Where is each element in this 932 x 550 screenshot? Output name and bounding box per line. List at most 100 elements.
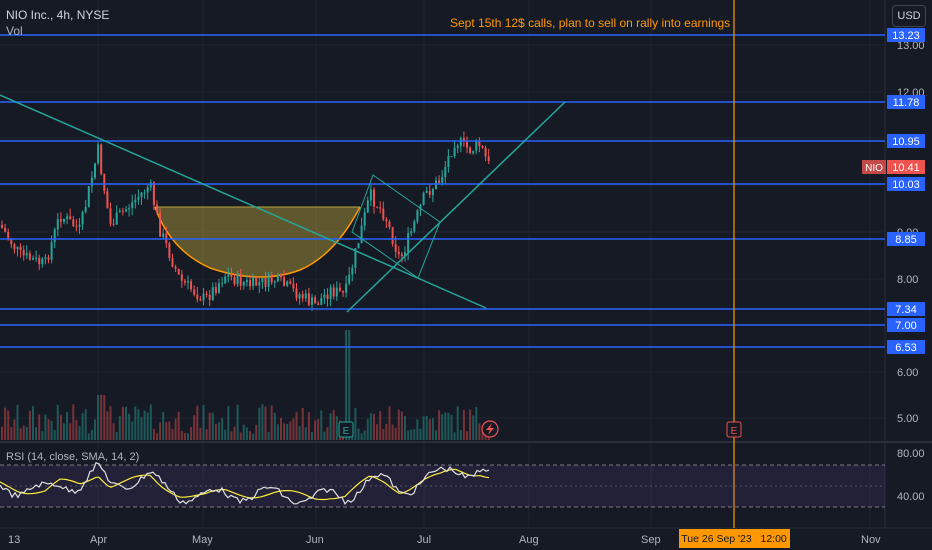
candle-body (134, 199, 137, 203)
volume-bar (329, 413, 332, 440)
volume-bar (369, 413, 372, 440)
volume-bars (1, 330, 490, 440)
candle-body (357, 243, 360, 249)
candle-body (7, 231, 10, 239)
candle-body (72, 219, 75, 227)
volume-bar (50, 420, 53, 440)
candle-body (84, 206, 87, 212)
volume-label: Vol (6, 24, 23, 38)
candle-body (472, 150, 475, 154)
volume-bar (227, 406, 230, 440)
volume-bar (72, 404, 75, 440)
time-label: Jun (306, 534, 324, 546)
candle-body (453, 147, 456, 157)
volume-bar (462, 409, 465, 440)
candle-body (159, 212, 162, 237)
candle-body (16, 246, 19, 250)
candle-body (199, 299, 202, 301)
candle-body (419, 204, 422, 211)
candle-body (156, 204, 158, 213)
volume-bar (202, 405, 205, 440)
candle-body (87, 186, 90, 207)
candle-body (38, 257, 41, 265)
rsi-axis-ticks: 80.00 40.00 (897, 448, 925, 503)
volume-bar (84, 409, 87, 440)
level-label: 8.85 (895, 234, 916, 246)
candle-body (459, 138, 462, 146)
candle-body (270, 274, 273, 283)
volume-bar (394, 427, 397, 440)
candle-body (360, 225, 363, 244)
volume-bar (90, 429, 93, 440)
volume-bar (10, 426, 13, 440)
grid (0, 0, 885, 528)
volume-bar (131, 421, 134, 440)
volume-bar (162, 411, 165, 440)
earnings-marker-upcoming[interactable]: E (726, 421, 742, 438)
volume-bar (59, 414, 62, 440)
candle-body (264, 277, 267, 287)
candle-body (376, 206, 379, 208)
candle-body (292, 283, 295, 289)
cup-pattern[interactable] (155, 207, 360, 278)
volume-bar (307, 412, 310, 440)
rsi-indicator-label[interactable]: RSI (14, close, SMA, 14, 2) (6, 451, 140, 463)
volume-bar (419, 428, 422, 440)
volume-bar (100, 395, 103, 440)
earnings-marker-past-label: E (343, 426, 350, 437)
chart-annotation[interactable]: Sept 15th 12$ calls, plan to sell on ral… (450, 16, 731, 30)
volume-bar (171, 429, 174, 440)
volume-bar (391, 424, 394, 440)
candle-body (41, 258, 44, 265)
currency-button[interactable]: USD (892, 5, 926, 27)
level-labels[interactable]: 13.23 11.78 10.95 10.03 8.85 7.34 7.00 6… (887, 28, 925, 354)
candle-body (19, 246, 22, 250)
trendlines[interactable] (0, 94, 566, 313)
volume-bar (35, 426, 38, 440)
volume-bar (7, 410, 10, 440)
candle-body (351, 267, 354, 275)
candle-body (444, 166, 447, 178)
candle-body (81, 211, 84, 225)
symbol-title: NIO Inc., 4h, NYSE (6, 8, 110, 22)
time-label: Sep (641, 534, 661, 546)
horizontal-levels[interactable] (0, 34, 885, 348)
candle-body (202, 293, 205, 301)
volume-bar (428, 418, 431, 440)
cup-curve[interactable] (154, 206, 361, 278)
volume-bar (472, 415, 475, 440)
volume-bar (317, 419, 320, 440)
candle-body (289, 281, 292, 284)
volume-bar (407, 430, 410, 440)
volume-bar (366, 419, 369, 440)
dividend-flash-icon[interactable] (481, 420, 499, 438)
candle-body (146, 187, 149, 193)
candle-body (314, 297, 317, 304)
candle-body (211, 287, 214, 301)
earnings-marker-past[interactable]: E (338, 421, 354, 438)
volume-bar (134, 406, 137, 440)
volume-bar (345, 330, 348, 440)
volume-bar (205, 429, 208, 440)
candle-body (180, 274, 183, 281)
volume-bar (233, 426, 236, 440)
volume-bar (4, 407, 7, 440)
volume-bar (438, 410, 441, 440)
level-label: 7.00 (895, 320, 916, 332)
time-label: Aug (519, 534, 539, 546)
volume-bar (56, 404, 59, 440)
candle-body (276, 274, 279, 282)
volume-bar (230, 431, 233, 440)
candle-body (78, 224, 81, 227)
candle-body (379, 207, 382, 209)
candle-body (236, 273, 239, 285)
candle-body (273, 281, 276, 283)
volume-bar (444, 412, 447, 440)
volume-bar (469, 409, 472, 440)
volume-bar (190, 427, 193, 440)
candle-body (320, 297, 323, 305)
time-label: May (192, 534, 213, 546)
candle-body (69, 216, 72, 220)
candle-body (456, 145, 459, 148)
